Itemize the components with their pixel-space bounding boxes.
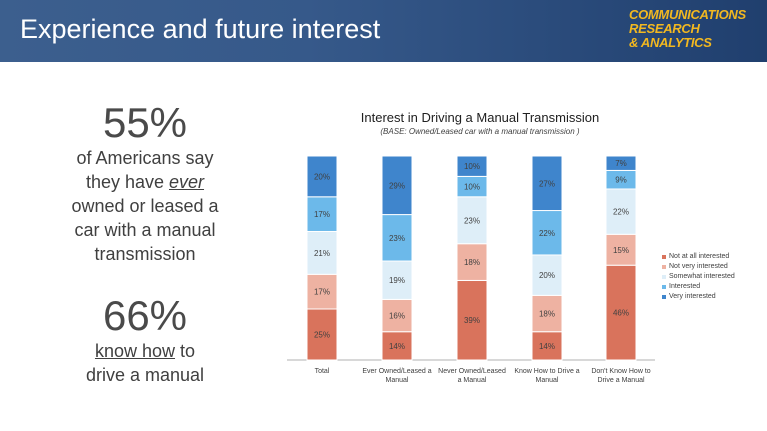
bar-segment xyxy=(381,331,413,361)
bar-segment xyxy=(306,155,338,198)
legend-label: Interested xyxy=(669,283,701,290)
bar-segment xyxy=(531,210,563,256)
data-label: 17% xyxy=(314,288,330,297)
data-label: 14% xyxy=(539,342,555,351)
bar-segment xyxy=(531,331,563,361)
data-label: 22% xyxy=(613,208,629,217)
bar-segment xyxy=(306,196,338,232)
data-label: 7% xyxy=(615,159,627,168)
legend-swatch xyxy=(662,265,666,269)
stat-value: 66% xyxy=(102,292,188,339)
stat-line: drive a manual xyxy=(85,365,205,385)
chart-title: Interest in Driving a Manual Transmissio… xyxy=(360,110,600,125)
stat-line: transmission xyxy=(94,244,196,264)
legend-label: Not very interested xyxy=(669,263,728,270)
bar-segment xyxy=(605,264,637,361)
header-banner: Experience and future interest COMMUNICA… xyxy=(0,0,767,62)
data-label: 10% xyxy=(464,162,480,171)
bar-segment xyxy=(605,233,637,266)
stat-know-how: 66% know how to drive a manual xyxy=(40,293,250,387)
logo-line-3: & ANALYTICS xyxy=(629,35,712,50)
stat-text: they have xyxy=(85,172,170,192)
company-logo: COMMUNICATIONS RESEARCH & ANALYTICS xyxy=(629,8,746,50)
chart-legend: Not at all interested Not very interested… xyxy=(662,252,735,302)
legend-item: Interested xyxy=(662,282,735,292)
legend-swatch xyxy=(662,255,666,259)
category-label: a Manual xyxy=(458,377,487,384)
category-label: Drive a Manual xyxy=(597,377,645,384)
stat-line: owned or leased a xyxy=(71,196,219,216)
category-label: Ever Owned/Leased a xyxy=(362,368,431,375)
data-label: 20% xyxy=(539,271,555,280)
category-label: Know How to Drive a xyxy=(514,368,579,375)
bar-segment xyxy=(381,214,413,262)
data-label: 14% xyxy=(389,342,405,351)
bar-segment xyxy=(456,196,488,245)
bar-segment xyxy=(605,155,637,171)
legend-item: Very interested xyxy=(662,292,735,302)
stat-text: to xyxy=(175,341,196,361)
data-label: 29% xyxy=(389,181,405,190)
data-label: 27% xyxy=(539,179,555,188)
bar-segment xyxy=(306,230,338,275)
stat-value: 55% xyxy=(102,99,188,146)
data-label: 17% xyxy=(314,210,330,219)
bar-segment xyxy=(531,254,563,296)
bar-segment xyxy=(456,155,488,177)
data-label: 23% xyxy=(464,216,480,225)
data-label: 15% xyxy=(613,246,629,255)
bar-segment xyxy=(531,294,563,333)
category-label: Never Owned/Leased xyxy=(438,368,506,375)
data-label: 21% xyxy=(314,249,330,258)
data-label: 18% xyxy=(464,258,480,267)
category-label: Don't Know How to xyxy=(591,368,650,375)
data-label: 20% xyxy=(314,172,330,181)
bar-segment xyxy=(456,243,488,281)
data-label: 16% xyxy=(389,312,405,321)
category-label: Total xyxy=(315,368,330,375)
data-label: 19% xyxy=(389,276,405,285)
stat-line: they have ever xyxy=(40,170,250,194)
logo-line-1: COMMUNICATIONS xyxy=(629,7,746,22)
data-label: 18% xyxy=(539,310,555,319)
legend-label: Somewhat interested xyxy=(669,273,735,280)
data-label: 46% xyxy=(613,309,629,318)
data-label: 25% xyxy=(314,331,330,340)
stat-line: of Americans say xyxy=(76,148,214,168)
stat-emphasis: know how xyxy=(94,341,176,361)
bar-segment xyxy=(456,279,488,361)
legend-swatch xyxy=(662,295,666,299)
page-title: Experience and future interest xyxy=(20,14,381,44)
data-label: 23% xyxy=(389,234,405,243)
stat-line: know how to xyxy=(40,339,250,363)
data-label: 10% xyxy=(464,183,480,192)
category-label: Manual xyxy=(536,377,559,384)
legend-swatch xyxy=(662,275,666,279)
legend-item: Somewhat interested xyxy=(662,272,735,282)
bar-segment xyxy=(381,155,413,216)
data-label: 39% xyxy=(464,316,480,325)
legend-label: Very interested xyxy=(669,293,716,300)
chart-subtitle: (BASE: Owned/Leased car with a manual tr… xyxy=(380,127,580,136)
legend-item: Not very interested xyxy=(662,262,735,272)
bar-segment xyxy=(531,155,563,212)
legend-swatch xyxy=(662,285,666,289)
bar-segment xyxy=(306,273,338,310)
logo-line-2: RESEARCH xyxy=(629,21,700,36)
stat-line: car with a manual xyxy=(74,220,216,240)
stat-ever-owned: 55% of Americans say they have ever owne… xyxy=(40,100,250,266)
bar-segment xyxy=(381,260,413,300)
category-label: Manual xyxy=(386,377,409,384)
data-label: 9% xyxy=(615,176,627,185)
data-label: 22% xyxy=(539,229,555,238)
legend-item: Not at all interested xyxy=(662,252,735,262)
stat-emphasis: ever xyxy=(169,172,205,192)
legend-label: Not at all interested xyxy=(669,253,730,260)
